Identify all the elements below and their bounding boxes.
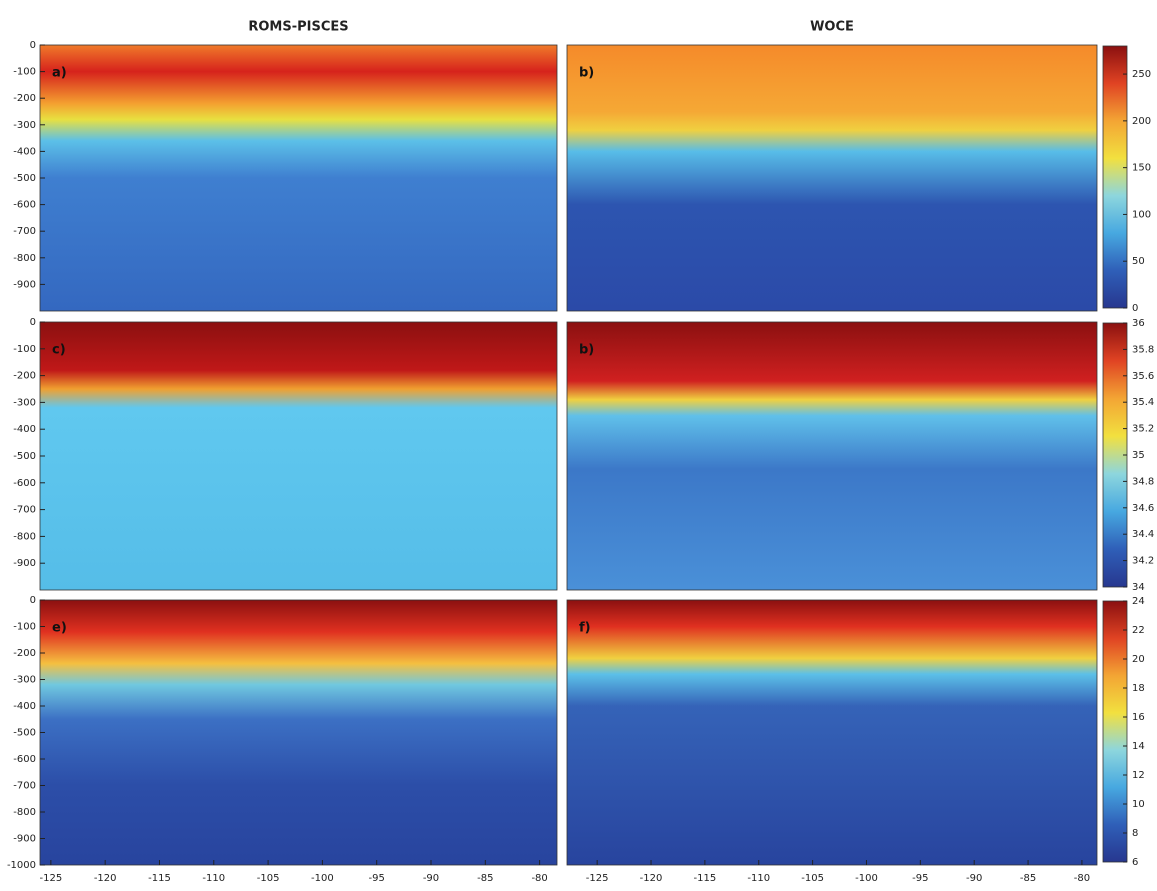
y-tick-label: -700 (13, 505, 36, 516)
colorbar-tick-label: 35.4 (1132, 397, 1154, 408)
x-tick-label: -120 (640, 873, 663, 884)
x-tick-label: -80 (531, 873, 547, 884)
y-tick-label: -300 (13, 397, 36, 408)
y-tick-label: 0 (30, 40, 36, 51)
y-tick-label: -500 (13, 728, 36, 739)
colorbar-tick-label: 200 (1132, 116, 1151, 127)
panel-label: e) (52, 621, 67, 636)
x-tick-label: -95 (369, 873, 385, 884)
colorbar-tick-label: 14 (1132, 741, 1145, 752)
x-tick-label: -85 (1020, 873, 1036, 884)
x-tick-label: -85 (477, 873, 493, 884)
colorbar-tick-label: 150 (1132, 163, 1151, 174)
panel-label: f) (579, 621, 591, 636)
y-tick-label: -800 (13, 531, 36, 542)
y-tick-label: -500 (13, 451, 36, 462)
y-tick-label: -200 (13, 93, 36, 104)
colorbar-tick-label: 16 (1132, 712, 1145, 723)
x-tick-label: -125 (586, 873, 609, 884)
colorbar-tick-label: 8 (1132, 828, 1138, 839)
colorbar-tick-label: 24 (1132, 596, 1145, 607)
y-tick-label: -1000 (7, 860, 36, 871)
panel-label: b) (579, 66, 594, 81)
x-tick-label: -100 (311, 873, 334, 884)
colorbar-tick-label: 34.2 (1132, 556, 1154, 567)
x-tick-label: -110 (747, 873, 770, 884)
panel-label: c) (52, 343, 66, 358)
y-tick-label: -700 (13, 781, 36, 792)
heatmap-field (566, 599, 1098, 866)
y-tick-label: -200 (13, 648, 36, 659)
x-tick-label: -95 (912, 873, 928, 884)
y-tick-label: -400 (13, 424, 36, 435)
heatmap-field (566, 321, 1098, 591)
colorbar-tick-label: 35 (1132, 450, 1145, 461)
x-tick-label: -110 (202, 873, 225, 884)
y-tick-label: -100 (13, 67, 36, 78)
column-title: ROMS-PISCES (248, 20, 348, 35)
x-tick-label: -100 (855, 873, 878, 884)
y-tick-label: -500 (13, 173, 36, 184)
y-tick-label: -900 (13, 558, 36, 569)
y-tick-label: 0 (30, 317, 36, 328)
colorbar-tick-label: 22 (1132, 625, 1145, 636)
column-title: WOCE (810, 20, 854, 35)
colorbar-tick-label: 35.6 (1132, 371, 1154, 382)
y-tick-label: -700 (13, 226, 36, 237)
colorbar-tick-label: 35.8 (1132, 344, 1154, 355)
x-tick-label: -90 (966, 873, 982, 884)
y-tick-label: -800 (13, 807, 36, 818)
y-tick-label: 0 (30, 595, 36, 606)
y-tick-label: -300 (13, 120, 36, 131)
x-tick-label: -105 (257, 873, 280, 884)
y-tick-label: -600 (13, 478, 36, 489)
x-tick-label: -120 (94, 873, 117, 884)
x-tick-label: -115 (694, 873, 717, 884)
y-tick-label: -900 (13, 279, 36, 290)
colorbar-tick-label: 250 (1132, 69, 1151, 80)
colorbar-tick-label: 34 (1132, 582, 1145, 593)
colorbar-tick-label: 12 (1132, 770, 1145, 781)
y-tick-label: -400 (13, 146, 36, 157)
panel-label: b) (579, 343, 594, 358)
heatmap-field (39, 44, 558, 312)
colorbar (1102, 600, 1128, 863)
y-tick-label: -600 (13, 200, 36, 211)
x-tick-label: -105 (801, 873, 824, 884)
y-tick-label: -900 (13, 834, 36, 845)
colorbar-tick-label: 10 (1132, 799, 1145, 810)
colorbar-tick-label: 18 (1132, 683, 1145, 694)
colorbar-tick-label: 34.4 (1132, 529, 1154, 540)
colorbar-tick-label: 0 (1132, 303, 1138, 314)
y-tick-label: -100 (13, 344, 36, 355)
colorbar-tick-label: 50 (1132, 256, 1145, 267)
x-tick-label: -115 (148, 873, 171, 884)
colorbar-tick-label: 100 (1132, 209, 1151, 220)
colorbar-tick-label: 35.2 (1132, 424, 1154, 435)
colorbar-tick-label: 6 (1132, 857, 1138, 868)
y-tick-label: -800 (13, 253, 36, 264)
y-tick-label: -300 (13, 675, 36, 686)
y-tick-label: -400 (13, 701, 36, 712)
colorbar-tick-label: 20 (1132, 654, 1145, 665)
colorbar-tick-label: 34.8 (1132, 476, 1154, 487)
y-tick-label: -200 (13, 371, 36, 382)
x-tick-label: -125 (40, 873, 63, 884)
panel-label: a) (52, 66, 67, 81)
x-tick-label: -90 (423, 873, 439, 884)
heatmap-field (39, 599, 558, 866)
x-tick-label: -80 (1074, 873, 1090, 884)
colorbar (1102, 45, 1128, 309)
heatmap-field (566, 44, 1098, 312)
heatmap-field (39, 321, 558, 591)
colorbar-tick-label: 36 (1132, 318, 1145, 329)
colorbar-tick-label: 34.6 (1132, 503, 1154, 514)
y-tick-label: -600 (13, 754, 36, 765)
y-tick-label: -100 (13, 622, 36, 633)
